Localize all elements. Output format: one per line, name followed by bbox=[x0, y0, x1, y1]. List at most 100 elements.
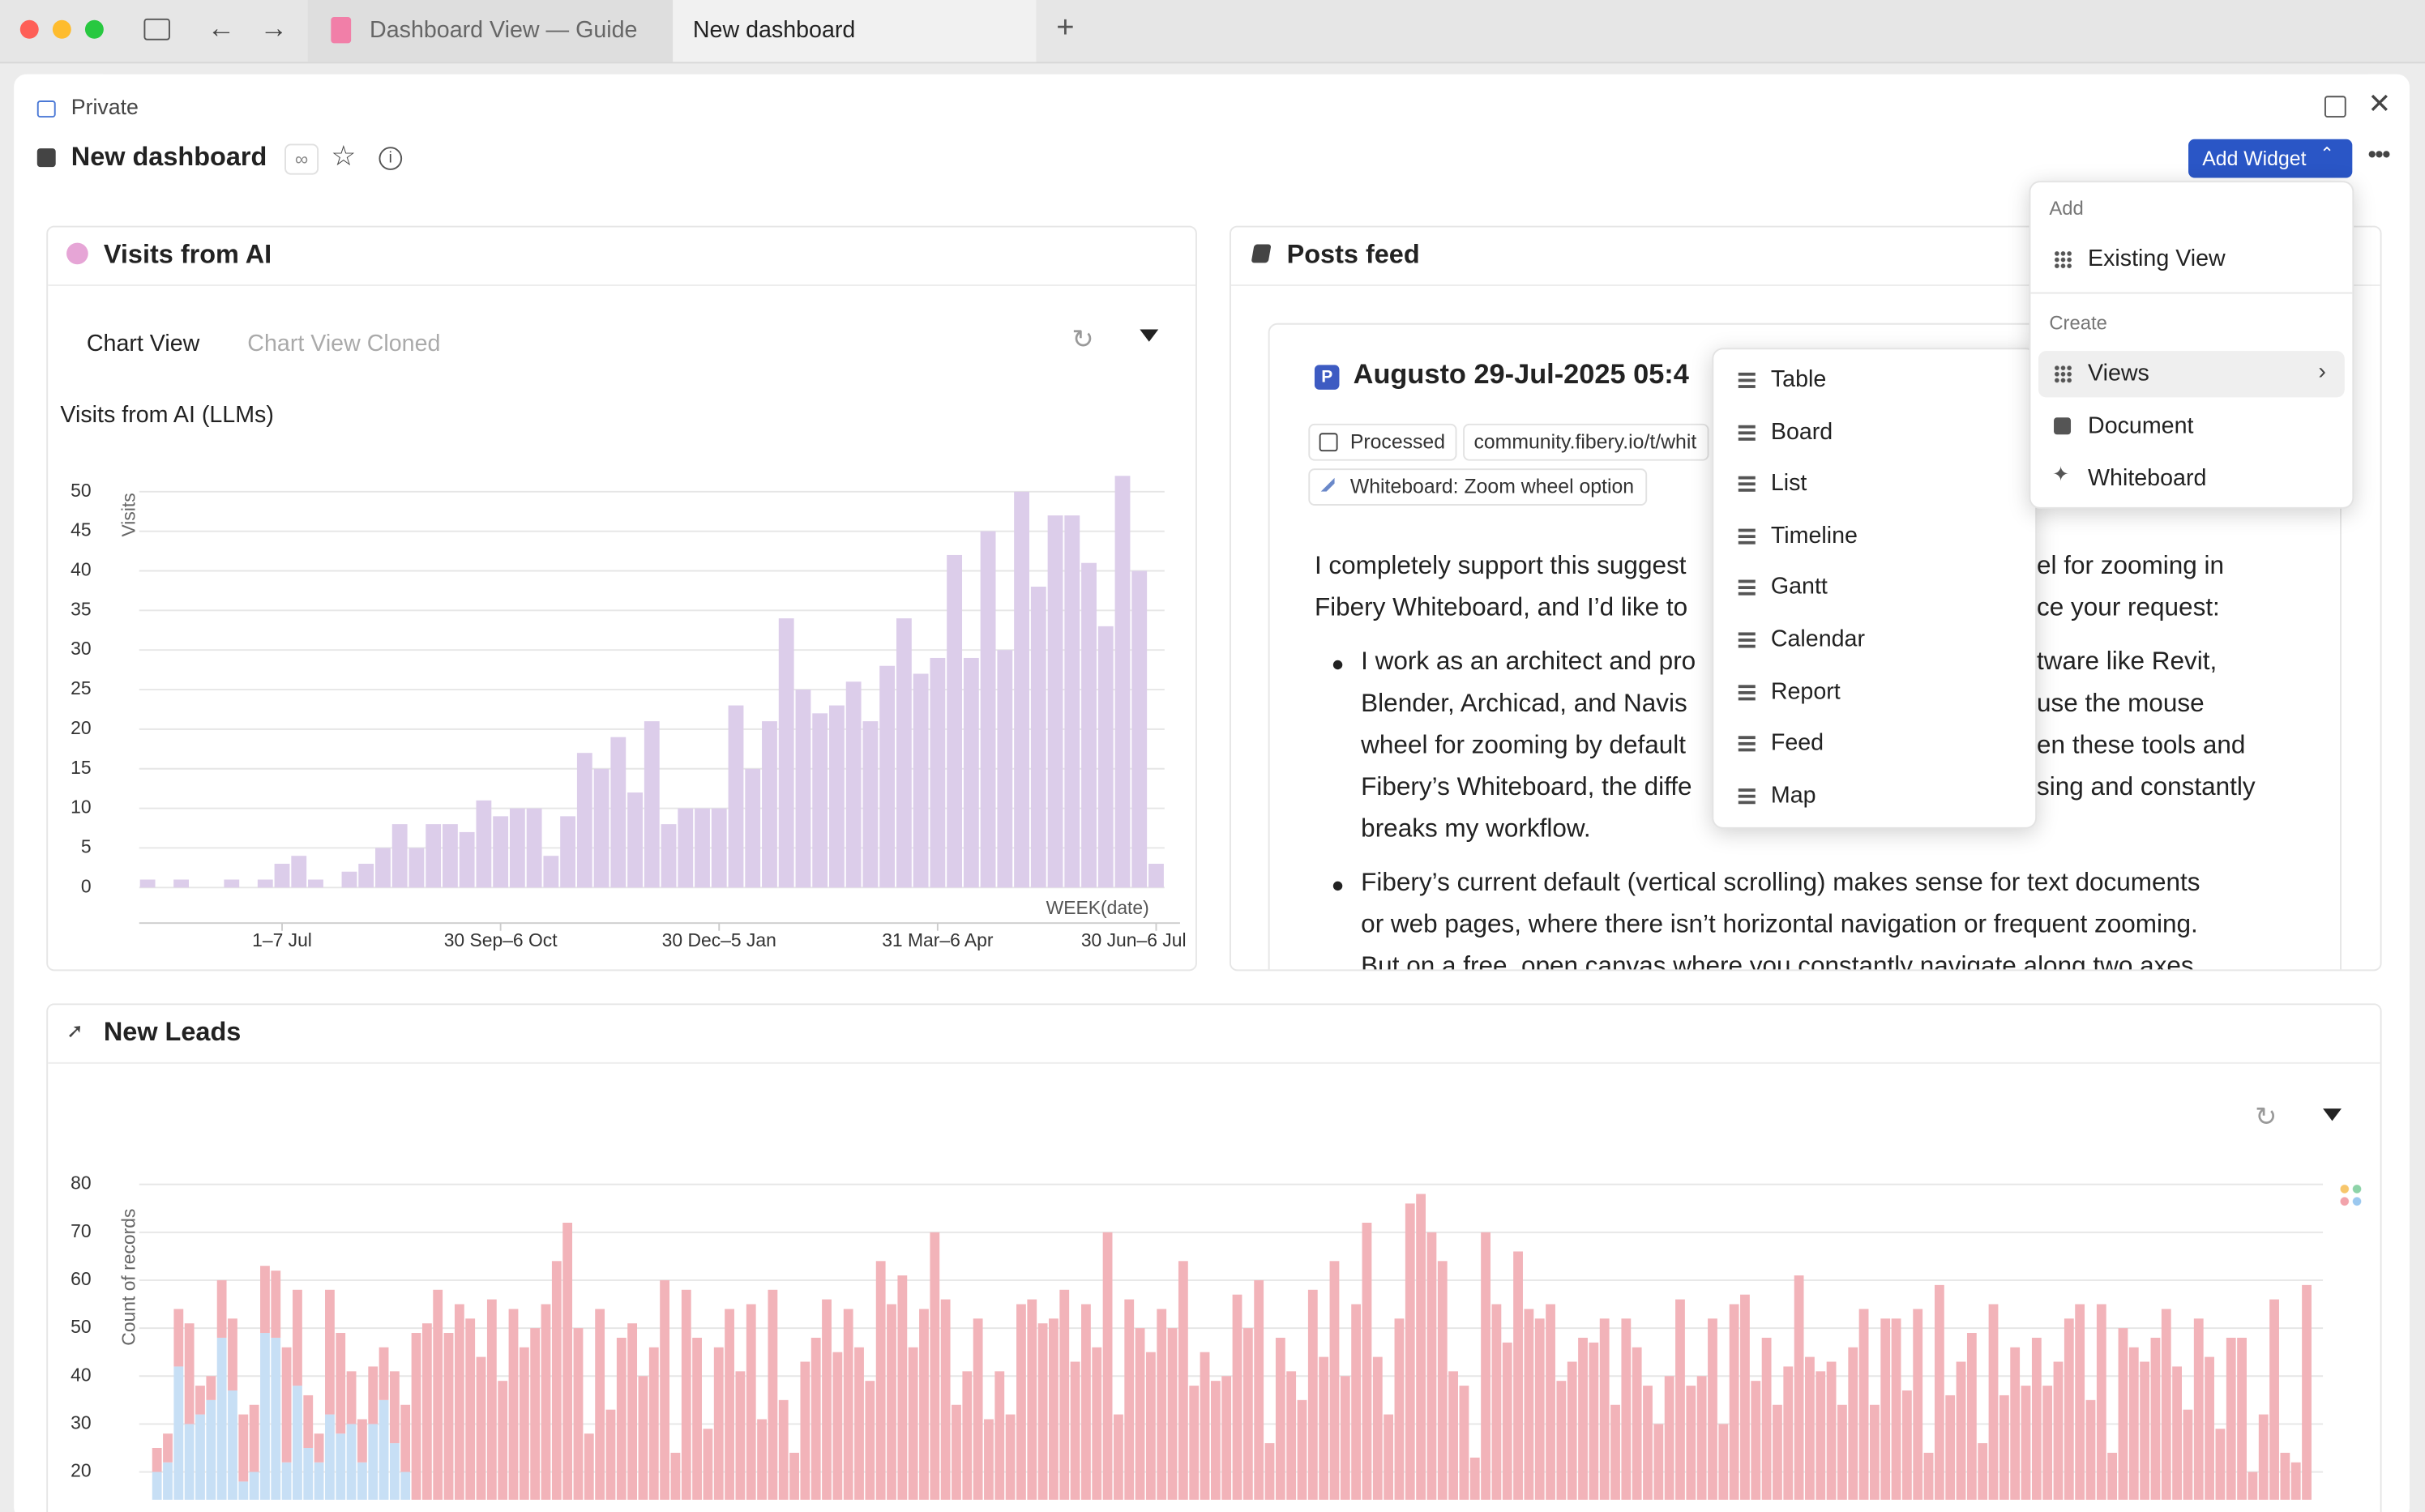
forward-button[interactable]: → bbox=[259, 12, 288, 44]
view-tab[interactable]: Chart View Cloned bbox=[247, 331, 441, 357]
add-widget-label[interactable]: Add Widget bbox=[2202, 147, 2307, 170]
tag[interactable]: Processed bbox=[1308, 423, 1458, 461]
bar-segment bbox=[584, 1433, 594, 1500]
preview-button[interactable] bbox=[2324, 96, 2346, 118]
tag[interactable]: community.fibery.io/t/whit bbox=[1463, 423, 1709, 461]
menu-item[interactable]: Existing View bbox=[2088, 246, 2226, 272]
bar-segment bbox=[1546, 1304, 1555, 1500]
y-tick-label: 50 bbox=[71, 480, 91, 501]
filter-button[interactable] bbox=[1140, 329, 1159, 342]
y-tick-label: 5 bbox=[81, 835, 92, 856]
bar-segment bbox=[562, 1222, 573, 1500]
bar-segment bbox=[1426, 1232, 1437, 1500]
bar-segment bbox=[325, 1414, 335, 1500]
bar-segment bbox=[1826, 1361, 1837, 1500]
menu-item[interactable]: Views bbox=[2088, 360, 2149, 387]
minimize-window[interactable] bbox=[52, 19, 71, 39]
refresh-button[interactable]: ↻ bbox=[1071, 324, 1094, 354]
post-text: use the mouse bbox=[2037, 690, 2205, 718]
bar bbox=[426, 824, 442, 888]
bar-segment bbox=[346, 1371, 357, 1424]
view-tab[interactable]: Chart View bbox=[86, 331, 200, 357]
menu-item[interactable]: Table bbox=[1770, 366, 1827, 393]
bar-segment bbox=[1416, 1194, 1426, 1500]
bar bbox=[341, 871, 357, 888]
bar-segment bbox=[541, 1304, 551, 1500]
bar-segment bbox=[1351, 1304, 1362, 1500]
menu-icon bbox=[1738, 684, 1756, 700]
more-button[interactable]: ••• bbox=[2367, 142, 2390, 169]
post-card[interactable]: P Augusto 29-Jul-2025 05:4 Processed commun… bbox=[1268, 322, 2342, 970]
link-button[interactable]: ∞ bbox=[284, 143, 319, 175]
menu-item[interactable]: Gantt bbox=[1770, 574, 1828, 601]
bar-segment bbox=[379, 1347, 389, 1400]
bar-segment bbox=[281, 1347, 292, 1463]
bar-segment bbox=[152, 1447, 162, 1472]
favorite-button[interactable]: ☆ bbox=[331, 140, 357, 172]
bar-segment bbox=[822, 1299, 832, 1500]
menu-item[interactable]: Feed bbox=[1770, 730, 1824, 757]
bar-segment bbox=[2193, 1318, 2204, 1500]
post-text: Fibery’s Whiteboard, the diffe bbox=[1361, 773, 1692, 801]
tab-active[interactable] bbox=[673, 0, 1037, 62]
bar-segment bbox=[2031, 1337, 2042, 1500]
widget-title: Visits from AI bbox=[103, 239, 272, 270]
menu-item[interactable]: Map bbox=[1770, 782, 1816, 809]
y-axis-label: Visits bbox=[118, 493, 139, 536]
legend-toggle[interactable] bbox=[2340, 1184, 2362, 1207]
maximize-window[interactable] bbox=[84, 19, 104, 39]
bar-segment bbox=[843, 1309, 853, 1500]
bar-segment bbox=[757, 1419, 767, 1500]
close-window[interactable] bbox=[19, 19, 39, 39]
bar-segment bbox=[952, 1404, 961, 1500]
new-tab[interactable]: + bbox=[1056, 11, 1075, 45]
menu-item[interactable]: Whiteboard bbox=[2088, 465, 2207, 492]
bar-segment bbox=[1773, 1404, 1782, 1500]
bar-segment bbox=[789, 1452, 799, 1500]
tag[interactable]: Whiteboard: Zoom wheel option bbox=[1308, 468, 1647, 506]
menu-item[interactable]: List bbox=[1770, 470, 1807, 497]
sidebar-toggle[interactable] bbox=[143, 18, 170, 41]
bar bbox=[745, 768, 761, 888]
bar-segment bbox=[2128, 1347, 2139, 1500]
bar-segment bbox=[498, 1381, 508, 1500]
menu-item[interactable]: Board bbox=[1770, 418, 1833, 445]
tab-label[interactable]: New dashboard bbox=[692, 16, 856, 44]
bar-segment bbox=[1340, 1376, 1350, 1500]
bar-segment bbox=[605, 1409, 616, 1500]
info-button[interactable]: i bbox=[379, 147, 403, 170]
refresh-button[interactable]: ↻ bbox=[2255, 1102, 2277, 1132]
tab[interactable] bbox=[307, 0, 674, 62]
bar-segment bbox=[1264, 1443, 1275, 1500]
x-tick-label: 30 Sep–6 Oct bbox=[444, 929, 558, 950]
bar-segment bbox=[368, 1366, 379, 1424]
bar-segment bbox=[163, 1433, 173, 1463]
menu-icon bbox=[1738, 372, 1756, 388]
menu-item[interactable]: Report bbox=[1770, 677, 1841, 705]
bar-segment bbox=[1027, 1299, 1037, 1500]
bar bbox=[795, 690, 811, 888]
back-button[interactable]: ← bbox=[207, 12, 236, 44]
bar bbox=[459, 831, 475, 888]
bar-segment bbox=[1307, 1289, 1318, 1500]
bar bbox=[274, 863, 290, 888]
bar-segment bbox=[1632, 1347, 1642, 1500]
y-tick-label: 40 bbox=[71, 1364, 91, 1385]
bar-segment bbox=[271, 1337, 281, 1500]
bar-segment bbox=[346, 1424, 357, 1500]
menu-item[interactable]: Document bbox=[2088, 412, 2194, 439]
bar bbox=[1148, 863, 1164, 888]
add-widget-button[interactable] bbox=[2188, 139, 2353, 178]
widget-icon: ➚ bbox=[66, 1019, 83, 1043]
tab-label[interactable]: Dashboard View — Guide bbox=[370, 16, 638, 44]
widget-title: New Leads bbox=[103, 1017, 242, 1047]
bar-segment bbox=[919, 1309, 929, 1500]
bar-segment bbox=[1999, 1395, 2009, 1500]
bar-segment bbox=[1189, 1386, 1200, 1500]
menu-item[interactable]: Calendar bbox=[1770, 626, 1866, 653]
post-badge: P bbox=[1314, 365, 1340, 390]
filter-button[interactable] bbox=[2323, 1108, 2342, 1121]
close-button[interactable]: ✕ bbox=[2367, 88, 2392, 119]
menu-item[interactable]: Timeline bbox=[1770, 522, 1858, 549]
bar-segment bbox=[2258, 1414, 2269, 1500]
